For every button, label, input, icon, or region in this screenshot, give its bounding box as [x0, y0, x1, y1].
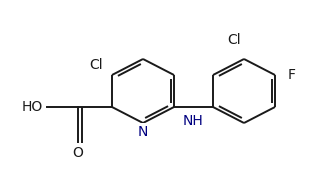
Text: Cl: Cl: [89, 58, 103, 72]
Text: O: O: [73, 146, 83, 160]
Text: F: F: [288, 68, 296, 82]
Text: N: N: [138, 125, 148, 139]
Text: HO: HO: [22, 100, 43, 114]
Text: Cl: Cl: [227, 33, 241, 47]
Text: NH: NH: [183, 114, 203, 128]
